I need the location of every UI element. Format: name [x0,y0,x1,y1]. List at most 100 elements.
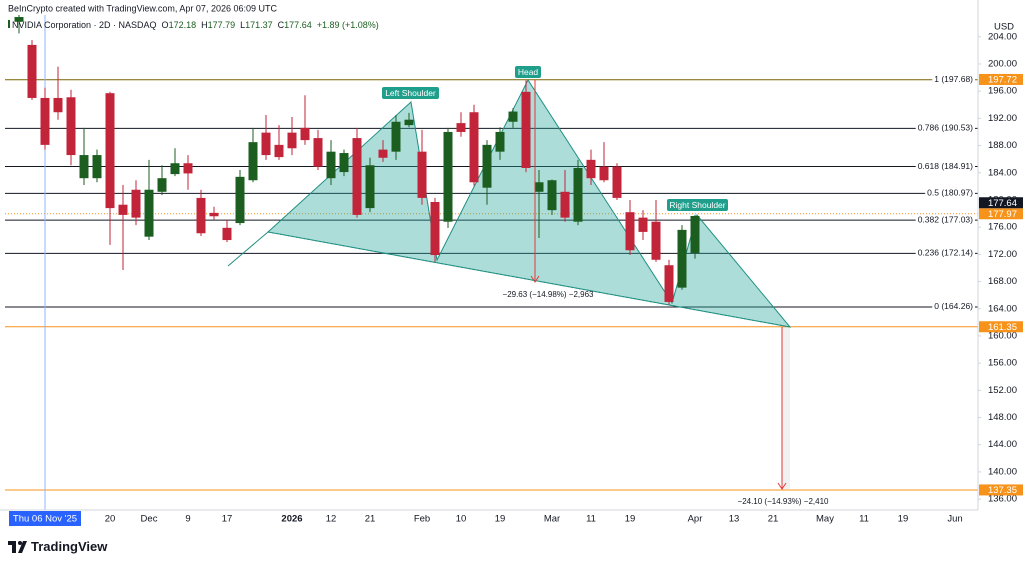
candle-body [612,166,622,198]
candle-body [469,112,479,183]
candle-body [248,142,258,181]
price-tag [979,321,1023,333]
price-tag [979,197,1023,209]
price-tag-label: 161.35 [988,322,1017,333]
y-tick-label: 196.00 [988,86,1017,97]
candle-body [261,132,271,156]
logo-icon [18,541,22,545]
legend-item: H [201,20,208,30]
logo-icon [8,541,27,553]
candle-body [40,97,50,145]
pattern-label: Head [518,67,539,77]
fib-label: 1 (197.68) [934,74,973,84]
y-tick-label: 156.00 [988,358,1017,369]
x-tick-label: 9 [185,514,190,525]
x-tick-label: Jun [947,514,962,525]
x-tick-label: 19 [625,514,636,525]
legend-text: NVIDIA Corporation · 2D · NASDAQ O172.18 H… [12,20,379,30]
candle-body [118,204,128,215]
legend-item: 177.64 [284,20,312,30]
legend-item: 172.18 [169,20,197,30]
candle-body [222,227,232,241]
x-tick-label: 11 [586,514,596,525]
x-tick-label: 2026 [281,514,302,525]
price-tag [979,208,1023,220]
x-tick-label: 19 [898,514,909,525]
x-tick-label: 21 [365,514,376,525]
x-tick-label: 13 [729,514,740,525]
measure-arrow [530,275,540,283]
candle-body [482,144,492,188]
candle-body [560,191,570,218]
footer-logo: TradingView [8,539,108,554]
axes: USD 136.00 140.00 144.00 148.00 152.00 156.00… [0,0,1017,526]
candle-body [547,180,557,211]
y-tick-label: 200.00 [988,58,1017,69]
candle-body [586,159,596,179]
candle-body [664,265,674,302]
fib-label: 0.5 (180.97) [927,188,973,198]
y-tick-label: 204.00 [988,31,1017,42]
legend-icon [8,20,10,28]
candle-body [378,149,388,158]
y-tick-label: 164.00 [988,303,1017,314]
candle-body [287,132,297,149]
fib-label: 0.618 (184.91) [918,161,973,171]
legend-item: C [278,20,285,30]
pattern-label: Left Shoulder [385,88,436,98]
candle-body [495,131,505,152]
pattern-label-box [382,87,439,99]
logo-text: TradingView [31,539,108,554]
x-tick-label: 20 [105,514,116,525]
candle-body [196,197,206,234]
candle-body [339,153,349,173]
y-tick-label: 176.00 [988,222,1017,233]
pattern-edge [227,231,269,267]
candle-body [625,212,635,251]
candle-body [105,93,115,209]
candle-body [599,166,609,181]
candle-body [66,97,76,156]
x-tick-label: 12 [326,514,337,525]
x-tick-label: 17 [222,514,233,525]
candle-body [14,17,24,22]
legend-item: L [240,20,245,30]
price-tag [979,73,1023,85]
candle-body [183,163,193,174]
candle-body [27,44,37,98]
fib-label: 0.382 (177.03) [918,214,973,224]
candle-body [131,189,141,218]
candle-body [157,178,167,192]
pattern-label-box [515,66,541,78]
candle-body [274,144,284,158]
fib-label-bg [932,74,975,85]
legend-item: +1.89 (+1.08%) [317,20,379,30]
candle-body [417,151,427,198]
candle-body [677,229,687,288]
measure-arrow [777,482,787,490]
y-tick-label: 144.00 [988,439,1017,450]
legend-item: O [162,20,169,30]
y-tick-label: 168.00 [988,276,1017,287]
y-tick-label: 152.00 [988,385,1017,396]
y-tick-label: 140.00 [988,466,1017,477]
fib-label-bg [925,188,975,199]
price-tag-label: 177.64 [988,198,1017,209]
candle-body [365,165,375,209]
measure-label: −24.10 (−14.93%) −2,410 [738,497,830,506]
candle-body [534,182,544,192]
y-tick-label: 136.00 [988,494,1017,505]
y-tick-label: 160.00 [988,330,1017,341]
measure-range [782,327,790,489]
candle-body [404,119,414,126]
fib-label: 0.786 (190.53) [918,123,973,133]
price-tag [979,484,1023,496]
x-tick-label: 10 [456,514,467,525]
candle-body [391,121,401,152]
fib-label: 0.236 (172.14) [918,248,973,258]
candle-body [313,138,323,167]
pattern-label: Right Shoulder [669,200,725,210]
candle-body [456,123,466,132]
